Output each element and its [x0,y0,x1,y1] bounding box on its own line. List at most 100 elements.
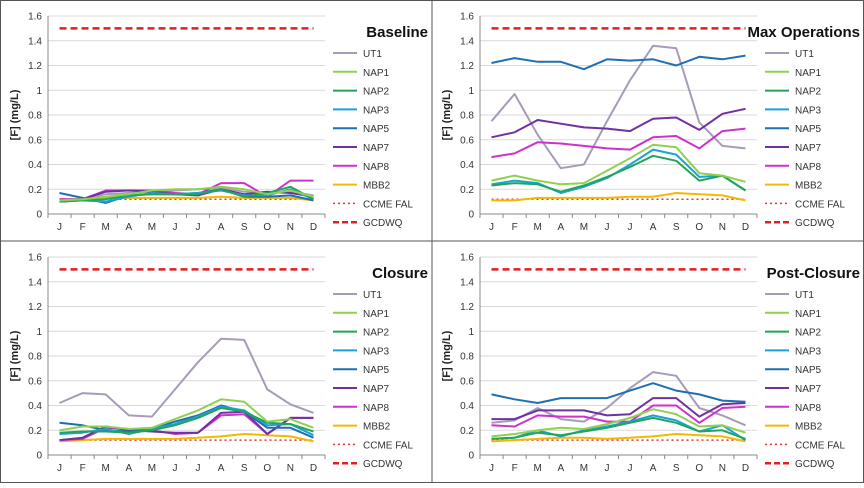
legend-label: NAP7 [363,143,390,154]
x-tick-label: A [650,463,657,474]
series-line-mbb2 [491,433,746,443]
x-tick-label: J [196,463,201,474]
y-tick-label: 0 [36,451,42,462]
series-line-nap7 [491,397,746,421]
y-tick-label: 0.4 [28,401,42,412]
legend-label: MBB2 [795,422,823,433]
chart-panel-1: 0 0.2 0.4 0.6 0.8 1 1.2 1.4 1.6 J F M A M J J A S O N D [F] (… [441,12,860,234]
x-tick-label: M [580,463,588,474]
legend-label: CCME FAL [363,199,413,210]
legend-label: NAP8 [795,403,822,414]
chart-panel-2: 0 0.2 0.4 0.6 0.8 1 1.2 1.4 1.6 J F M A M J J A S O N D [F] (… [9,253,428,475]
legend-label: NAP5 [795,365,822,376]
y-tick-label: 0.8 [460,111,474,122]
x-tick-label: A [557,222,564,233]
x-tick-label: N [287,463,294,474]
legend-label: NAP8 [363,162,390,173]
chart-panel-0: 0 0.2 0.4 0.6 0.8 1 1.2 1.4 1.6 J F M A M J J A S O N D [F] (… [9,12,428,234]
y-tick-label: 0.2 [460,426,474,437]
y-tick-label: 1.2 [28,302,42,313]
legend-label: NAP8 [363,403,390,414]
legend-label: NAP1 [795,309,822,320]
y-tick-label: 0 [36,210,42,221]
x-tick-label: F [512,463,518,474]
legend-label: NAP2 [363,87,390,98]
legend-label: NAP3 [363,346,390,357]
y-tick-label: 0.8 [28,111,42,122]
x-tick-label: F [512,222,518,233]
legend-label: NAP5 [363,365,390,376]
x-tick-label: S [673,222,680,233]
x-tick-label: D [310,222,317,233]
x-tick-label: J [196,222,201,233]
y-tick-label: 0.8 [28,352,42,363]
series-line-nap8 [491,127,746,159]
legend-label: NAP7 [795,384,822,395]
legend-label: MBB2 [795,181,823,192]
legend-label: UT1 [363,290,382,301]
y-tick-label: 1 [468,86,474,97]
x-tick-label: F [80,222,86,233]
x-tick-label: O [695,463,703,474]
y-axis-label: [F] (mg/L) [9,330,21,381]
x-tick-label: J [628,463,633,474]
y-tick-label: 1.4 [28,277,42,288]
x-tick-label: S [241,463,248,474]
series-line-nap1 [491,408,746,438]
x-tick-label: N [287,222,294,233]
y-tick-label: 0 [468,210,474,221]
x-tick-label: S [241,222,248,233]
y-tick-label: 0.4 [460,160,474,171]
series-line-nap2 [491,154,747,193]
x-tick-label: M [148,463,156,474]
y-tick-label: 0.8 [460,352,474,363]
legend-label: NAP5 [363,124,390,135]
legend-label: GCDWQ [795,218,835,229]
series-line-nap5 [491,54,746,71]
y-axis-label: [F] (mg/L) [441,89,453,140]
y-tick-label: 1.2 [460,61,474,72]
legend-label: CCME FAL [795,199,845,210]
series-line-nap5 [491,382,746,404]
x-tick-label: A [125,463,132,474]
series-line-nap1 [59,398,314,432]
legend-label: NAP1 [363,309,390,320]
y-tick-label: 1.4 [28,36,42,47]
legend-label: GCDWQ [363,218,403,229]
chart-title: Post-Closure [767,265,860,282]
legend-label: NAP3 [363,105,390,116]
legend-label: NAP2 [795,87,822,98]
legend-label: NAP3 [795,105,822,116]
x-tick-label: M [102,463,110,474]
chart-title: Max Operations [747,24,860,41]
x-tick-label: S [673,463,680,474]
series-line-nap2 [59,407,314,434]
legend-label: NAP2 [363,328,390,339]
x-tick-label: J [57,463,62,474]
legend-label: GCDWQ [363,459,403,470]
legend-label: NAP3 [795,346,822,357]
legend-label: NAP1 [363,68,390,79]
x-tick-label: A [650,222,657,233]
x-tick-label: J [604,463,609,474]
y-tick-label: 0.4 [28,160,42,171]
x-tick-label: J [489,463,494,474]
x-tick-label: J [489,222,494,233]
y-tick-label: 0.6 [28,135,42,146]
x-tick-label: A [218,222,225,233]
series-line-nap7 [59,410,314,442]
y-tick-label: 1.2 [460,302,474,313]
chart-title: Baseline [366,24,428,41]
x-tick-label: A [218,463,225,474]
x-tick-label: A [125,222,132,233]
series-line-mbb2 [491,192,746,202]
y-tick-label: 1 [36,327,42,338]
x-tick-label: J [172,463,177,474]
legend-label: GCDWQ [795,459,835,470]
y-axis-label: [F] (mg/L) [9,89,21,140]
y-tick-label: 0.6 [28,376,42,387]
x-tick-label: O [695,222,703,233]
legend-label: NAP8 [795,162,822,173]
legend-label: MBB2 [363,181,391,192]
